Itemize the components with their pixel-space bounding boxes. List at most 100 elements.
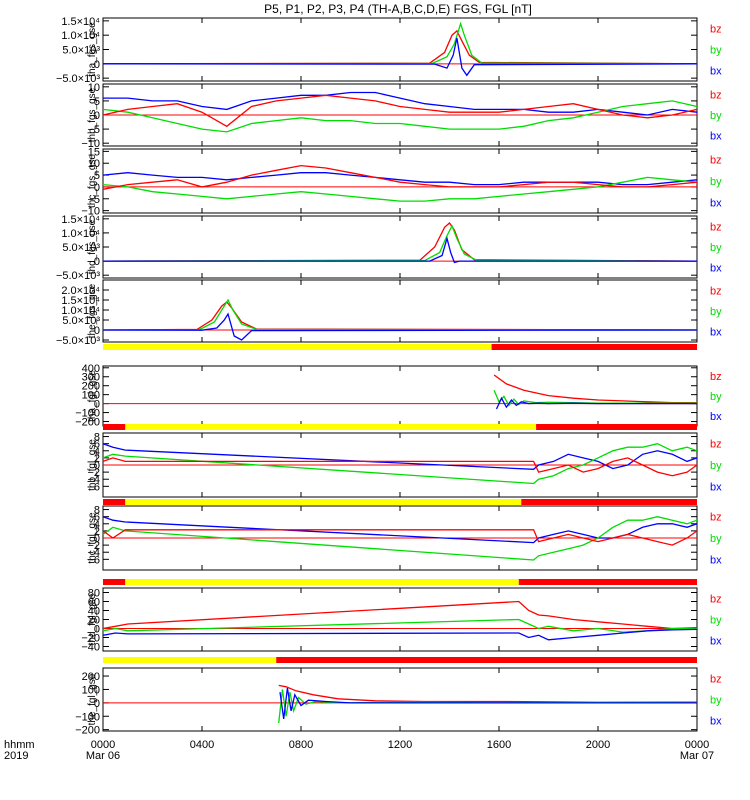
- series-bz-line: [102, 94, 698, 128]
- legend-by: by: [710, 460, 722, 472]
- y-tick-label: 1.0×10⁴: [61, 305, 100, 317]
- x-tick-label: 1200: [388, 739, 412, 751]
- status-bar-red: [103, 424, 126, 430]
- y-tick-label: 6: [94, 512, 100, 524]
- panels: 1.5×10⁴1.0×10⁴5.0×10³0−5.0×10³tha_fgs_gs…: [56, 16, 722, 762]
- y-tick-label: 60: [88, 597, 100, 609]
- y-tick-label: 1.0×10⁴: [61, 30, 100, 42]
- series-bz-line: [102, 222, 698, 262]
- y-tick-label: 0: [94, 698, 100, 710]
- x-tick-label: 2000: [586, 739, 610, 751]
- x-date-label: Mar 06: [86, 750, 120, 762]
- x-tick-label: 0800: [289, 739, 313, 751]
- panel-label: thb_fgl_gse: [87, 439, 98, 491]
- legend-bx: bx: [710, 716, 722, 728]
- panel-label: thc_fgs_gse: [87, 154, 98, 208]
- y-tick-label: 1.5×10⁴: [61, 214, 100, 226]
- status-bar-yellow: [125, 499, 522, 505]
- series-bx-line: [102, 443, 698, 470]
- legend-bz: bz: [710, 221, 722, 233]
- panel-frame: [102, 148, 698, 214]
- y-tick-label: 1.0×10⁴: [61, 228, 100, 240]
- status-bar-red: [491, 344, 697, 350]
- panel-thd_fgs_gse: 1.5×10⁴ 1.0×10⁴ 5.0×10³ 0 −5.0×10³thd_fgs_gs…: [56, 214, 722, 282]
- status-bar-yellow: [103, 657, 277, 663]
- legend-bx: bx: [710, 481, 722, 493]
- panel-label: thc_fgl_gse: [87, 512, 98, 564]
- y-tick-label: 0: [94, 182, 100, 194]
- y-tick-label: 300: [82, 372, 100, 384]
- y-tick-label: 100: [82, 390, 100, 402]
- series-bx-line: [102, 312, 698, 341]
- y-tick-label: 10: [88, 82, 100, 94]
- legend-by: by: [710, 695, 722, 707]
- y-tick-label: 5.0×10³: [62, 242, 100, 254]
- status-bar-red: [536, 424, 697, 430]
- x-tick-label: 0000: [91, 739, 115, 751]
- legend-bz: bz: [710, 285, 722, 297]
- legend-by: by: [710, 306, 722, 318]
- legend-bx: bx: [710, 327, 722, 339]
- y-tick-label: −4: [87, 547, 100, 559]
- x-tick-label: 1600: [487, 739, 511, 751]
- y-tick-label: 8: [94, 432, 100, 444]
- panel-frame: [102, 587, 698, 652]
- y-tick-label: 20: [88, 615, 100, 627]
- legend-bz: bz: [710, 594, 722, 606]
- y-tick-label: −2: [87, 540, 100, 552]
- legend-bx: bx: [710, 131, 722, 143]
- legend-by: by: [710, 533, 722, 545]
- y-tick-label: 40: [88, 606, 100, 618]
- panel-frame: [102, 279, 698, 343]
- panel-label: tha_fgs_gse: [87, 22, 98, 77]
- series-by-line: [102, 176, 698, 202]
- series-by-line: [102, 298, 698, 331]
- y-tick-label: 5: [94, 96, 100, 108]
- status-bar-yellow: [125, 579, 519, 585]
- series-bx-line: [102, 37, 698, 77]
- y-tick-label: −5.0×10³: [56, 335, 100, 347]
- series-bx-line: [495, 396, 697, 410]
- x-date-label: Mar 07: [680, 750, 714, 762]
- y-tick-label: 2.0×10⁴: [61, 285, 100, 297]
- y-tick-label: 0: [94, 399, 100, 411]
- y-tick-label: 0: [94, 325, 100, 337]
- legend-by: by: [710, 110, 722, 122]
- y-tick-label: 2: [94, 526, 100, 538]
- y-tick-label: 200: [82, 671, 100, 683]
- figure-title: P5, P1, P2, P3, P4 (TH-A,B,C,D,E) FGS, F…: [264, 2, 532, 16]
- panel-label: thd_fgl_gse: [87, 593, 98, 645]
- y-tick-label: 5: [94, 170, 100, 182]
- y-tick-label: −10: [81, 206, 100, 218]
- y-tick-label: −5.0×10³: [56, 73, 100, 85]
- panel-frame: [102, 215, 698, 279]
- legend-bz: bz: [710, 155, 722, 167]
- y-tick-label: 10: [88, 158, 100, 170]
- legend-bx: bx: [710, 554, 722, 566]
- panel-the_fgs_gse: 2.0×10⁴1.5×10⁴1.0×10⁴5.0×10³0−5.0×10³the…: [56, 279, 722, 347]
- series-bx-line: [102, 516, 698, 544]
- y-tick-label: −10: [81, 138, 100, 150]
- panel-label: thb_fgs_gse: [87, 87, 98, 142]
- legend-bx: bx: [710, 197, 722, 209]
- series-bz-line: [102, 457, 698, 477]
- series-bz-line: [102, 301, 698, 331]
- status-bar-red: [276, 657, 697, 663]
- panel-frame: [102, 365, 698, 427]
- series-bx-line: [102, 628, 698, 641]
- panel-label: the_fgl_gse: [87, 673, 98, 725]
- y-tick-label: 0: [94, 59, 100, 71]
- legend-by: by: [710, 176, 722, 188]
- series-by-line: [278, 689, 698, 724]
- y-tick-label: 0: [94, 533, 100, 545]
- status-bar-red: [103, 499, 126, 505]
- y-tick-label: −20: [81, 633, 100, 645]
- legend-bx: bx: [710, 411, 722, 423]
- legend-bz: bz: [710, 674, 722, 686]
- y-tick-label: −100: [75, 711, 100, 723]
- series-by-line: [102, 100, 698, 133]
- y-tick-label: 0: [94, 110, 100, 122]
